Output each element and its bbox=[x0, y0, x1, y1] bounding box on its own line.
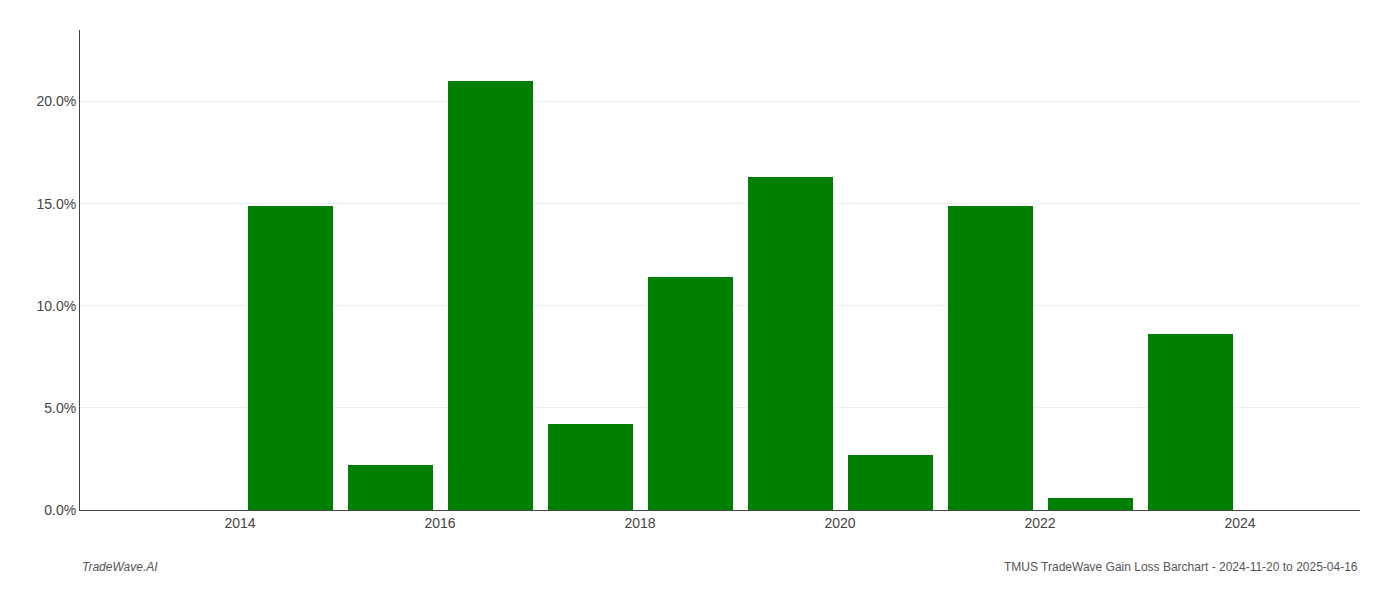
svg-text:2020: 2020 bbox=[824, 515, 855, 531]
svg-text:2016: 2016 bbox=[424, 515, 455, 531]
svg-text:2014: 2014 bbox=[224, 515, 255, 531]
svg-text:20.0%: 20.0% bbox=[36, 93, 76, 109]
svg-text:2018: 2018 bbox=[624, 515, 655, 531]
svg-text:TradeWave.AI: TradeWave.AI bbox=[82, 560, 158, 574]
svg-text:TMUS TradeWave Gain Loss Barch: TMUS TradeWave Gain Loss Barchart - 2024… bbox=[1004, 560, 1358, 574]
svg-text:10.0%: 10.0% bbox=[36, 298, 76, 314]
svg-text:5.0%: 5.0% bbox=[44, 400, 76, 416]
svg-text:0.0%: 0.0% bbox=[44, 502, 76, 518]
svg-text:2022: 2022 bbox=[1024, 515, 1055, 531]
svg-text:2024: 2024 bbox=[1224, 515, 1255, 531]
svg-text:15.0%: 15.0% bbox=[36, 196, 76, 212]
